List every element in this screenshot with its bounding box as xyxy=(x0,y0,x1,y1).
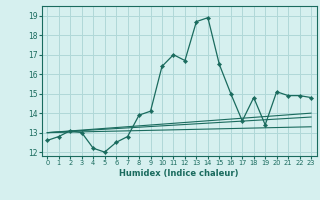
X-axis label: Humidex (Indice chaleur): Humidex (Indice chaleur) xyxy=(119,169,239,178)
